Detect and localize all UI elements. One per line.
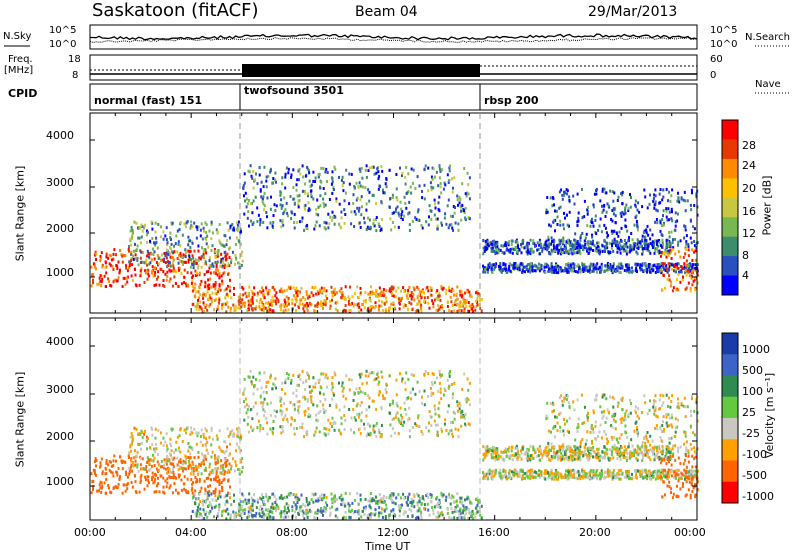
noise-left-tick-top: 10^5 (49, 25, 77, 36)
xtick-1200: 12:00 (377, 526, 409, 539)
power-cbar-28: 28 (742, 139, 756, 152)
power-ytick-4000: 4000 (46, 129, 74, 142)
freq-tick-top: 18 (68, 54, 81, 65)
power-cbar-8: 8 (742, 249, 749, 262)
velocity-ytick-4000: 4000 (46, 335, 74, 348)
cpid-label: CPID (8, 87, 38, 100)
noise-sky-trace (90, 33, 698, 41)
cpid-program-1: normal (fast) 151 (94, 94, 203, 107)
velocity-ytick-2000: 2000 (46, 430, 74, 443)
nave-tick-bottom: 0 (710, 70, 717, 81)
beam-title: Beam 04 (355, 4, 418, 20)
power-ylabel: Slant Range [km] (13, 165, 27, 262)
vel-cbar-minus500: -500 (742, 469, 767, 482)
power-ytick-2000: 2000 (46, 222, 74, 235)
cpid-program-2: twofsound 3501 (244, 84, 344, 97)
power-data (90, 164, 699, 314)
freq-tick-bottom: 8 (72, 70, 79, 81)
noise-search-trace (89, 36, 698, 44)
station-title: Saskatoon (fitACF) (92, 0, 259, 21)
power-cbar-12: 12 (742, 227, 756, 240)
power-ytick-1000: 1000 (46, 266, 74, 279)
twofsound-freq-block (242, 64, 480, 77)
noise-search-label: N.Search (745, 32, 791, 43)
xtick-2400: 00:00 (674, 526, 706, 539)
vel-cbar-1000: 1000 (742, 343, 770, 356)
velocity-ytick-1000: 1000 (46, 475, 74, 488)
nave-label: Nave (755, 79, 781, 90)
axis-ticks (89, 113, 698, 520)
power-cbar-label: Power [dB] (760, 175, 774, 236)
velocity-cbar-label: Velocity [m s⁻¹] (763, 372, 777, 459)
xtick-0000: 00:00 (74, 526, 106, 539)
noise-right-tick-top: 10^5 (710, 25, 738, 36)
vel-cbar-minus100: -100 (742, 448, 767, 461)
xtick-0800: 08:00 (276, 526, 308, 539)
freq-label-top: Freq. (8, 54, 33, 65)
power-cbar-20: 20 (742, 182, 756, 195)
velocity-ytick-3000: 3000 (46, 383, 74, 396)
nave-tick-top: 60 (710, 54, 723, 65)
vel-cbar-minus25: -25 (742, 427, 760, 440)
date-title: 29/Mar/2013 (588, 4, 678, 20)
power-colorbar (722, 120, 738, 296)
velocity-data (90, 369, 699, 521)
power-ytick-3000: 3000 (46, 176, 74, 189)
x-axis-label: Time UT (365, 540, 411, 553)
vel-cbar-100: 100 (742, 385, 763, 398)
power-cbar-4: 4 (742, 269, 749, 282)
cpid-panel (89, 83, 698, 111)
freq-label-bottom: [MHz] (4, 65, 34, 76)
velocity-ylabel: Slant Range [km] (13, 371, 27, 468)
vel-cbar-25: 25 (742, 406, 756, 419)
cpid-program-3: rbsp 200 (484, 94, 539, 107)
velocity-colorbar (722, 333, 738, 504)
vel-cbar-500: 500 (742, 364, 763, 377)
xtick-2000: 20:00 (579, 526, 611, 539)
freq-panel (89, 54, 698, 81)
power-cbar-24: 24 (742, 159, 756, 172)
xtick-1600: 16:00 (478, 526, 510, 539)
power-cbar-16: 16 (742, 205, 756, 218)
noise-left-tick-bottom: 10^0 (49, 39, 77, 50)
noise-right-tick-bottom: 10^0 (710, 39, 738, 50)
noise-sky-label: N.Sky (3, 31, 32, 42)
xtick-0400: 04:00 (175, 526, 207, 539)
vel-cbar-minus1000: -1000 (742, 490, 774, 503)
